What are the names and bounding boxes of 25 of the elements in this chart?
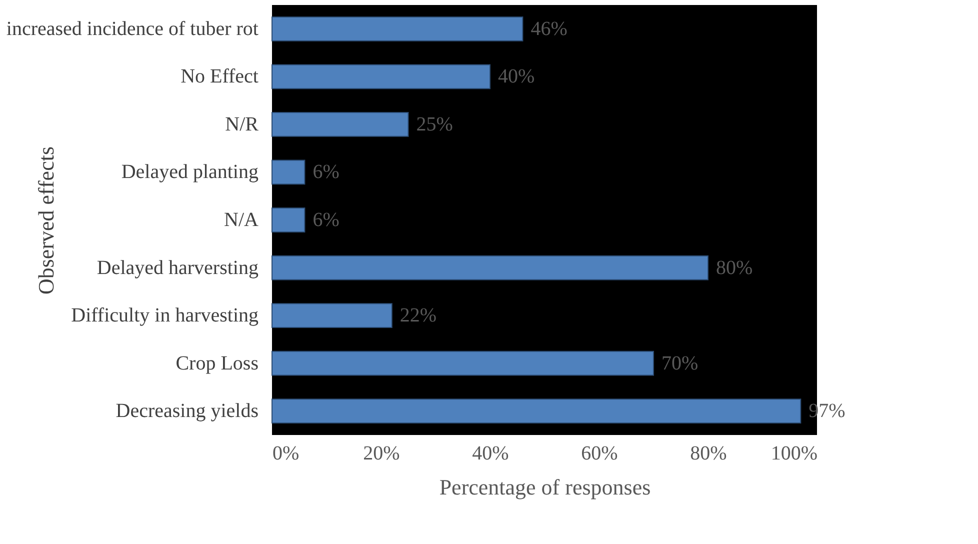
y-axis-title: Observed effects: [34, 146, 58, 295]
y-tick-label: increased incidence of tuber rot: [6, 18, 259, 40]
x-tick-label: 40%: [472, 442, 509, 464]
x-tick-label: 0%: [272, 442, 300, 464]
y-tick-label: N/R: [225, 113, 260, 136]
data-label: 40%: [498, 66, 535, 88]
data-label: 25%: [416, 113, 453, 136]
data-label: 80%: [716, 256, 753, 279]
y-tick-label: Delayed planting: [121, 161, 258, 184]
x-tick-label: 80%: [690, 442, 727, 464]
data-label: 46%: [530, 18, 568, 40]
y-tick-label: Crop Loss: [176, 352, 259, 374]
x-tick-label: 20%: [363, 442, 400, 464]
data-label: 22%: [400, 304, 437, 327]
x-tick-label: 60%: [581, 442, 618, 464]
data-label: 6%: [312, 209, 340, 231]
y-tick-label: Difficulty in harvesting: [71, 304, 258, 327]
x-axis-title: Percentage of responses: [439, 474, 651, 500]
data-label: 70%: [662, 352, 698, 374]
data-label: 6%: [312, 161, 340, 184]
y-tick-label: No Effect: [180, 66, 259, 88]
y-tick-label: Decreasing yields: [116, 400, 259, 422]
x-tick-label: 100%: [770, 442, 818, 464]
y-tick-label: N/A: [224, 209, 260, 231]
y-tick-label: Delayed harversting: [96, 256, 258, 279]
